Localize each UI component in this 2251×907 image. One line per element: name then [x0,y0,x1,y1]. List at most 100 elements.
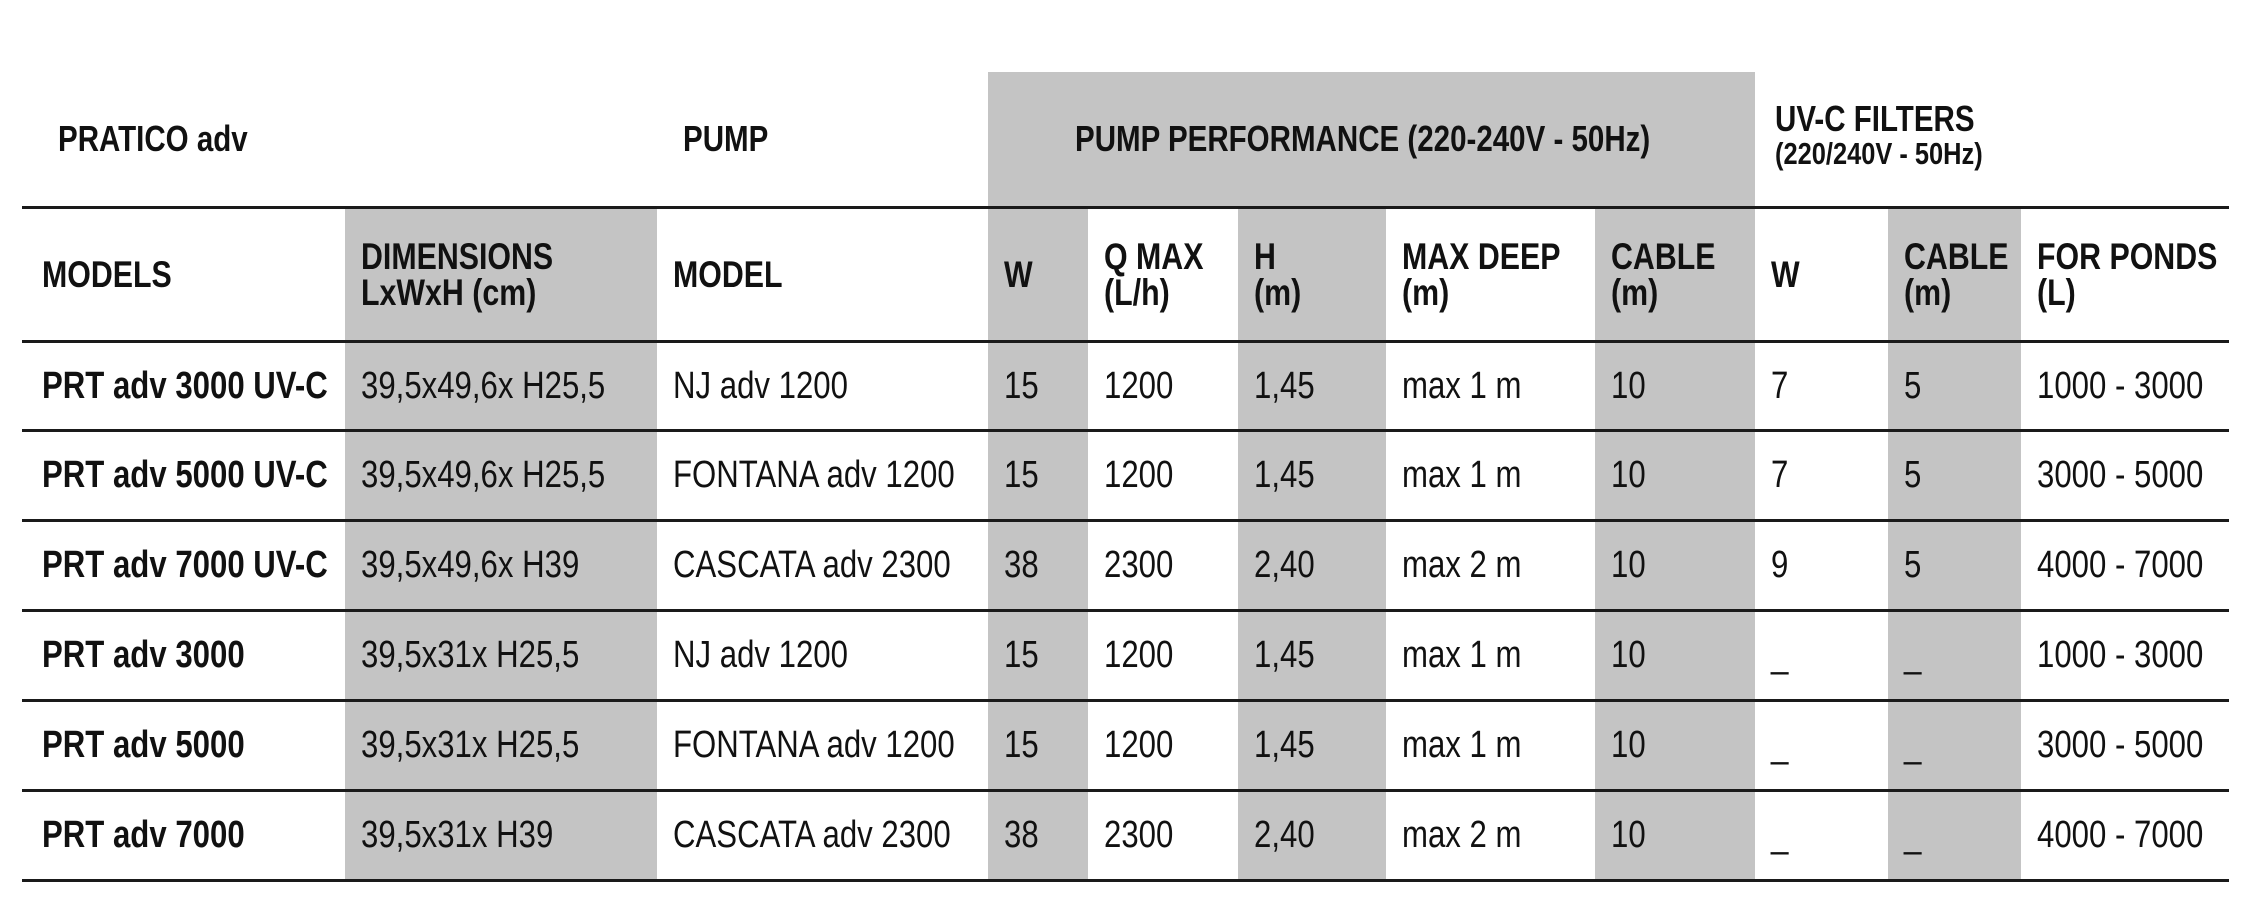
band-h [1238,206,1386,879]
column-header-line1: DIMENSIONS [361,235,554,277]
column-header-line2: (L) [2037,271,2076,313]
rule-row-2 [22,519,2229,522]
column-header-label: DIMENSIONS LxWxH (cm) [361,235,554,313]
table-cell-pump-w: 15 [988,432,1088,518]
band-uvc-cable [1888,206,2021,879]
column-header-label: MODEL [673,253,783,295]
column-header-label: MODELS [42,253,172,295]
rule-row-1 [22,429,2229,432]
table-cell-for-ponds: 3000 - 5000 [2021,432,2229,518]
cell-value: 1000 - 3000 [2037,634,2204,676]
cell-value: _ [1904,724,1922,766]
cell-value: NJ adv 1200 [673,634,848,676]
table-cell-dimensions: 39,5x49,6x H25,5 [345,432,657,518]
column-header-label: FOR PONDS (L) [2037,235,2218,313]
cell-value: 15 [1004,724,1039,766]
cell-value: 7 [1771,454,1789,496]
table-cell-dimensions: 39,5x31x H25,5 [345,702,657,788]
cell-value: NJ adv 1200 [673,365,848,407]
table-cell-cable: 10 [1595,792,1755,878]
column-header-line1: MAX DEEP [1402,235,1561,277]
column-header-pump-w: W [988,209,1088,340]
cell-value: 39,5x31x H39 [361,814,554,856]
cell-value: 10 [1611,814,1646,856]
cell-value: 15 [1004,365,1039,407]
table-cell-dimensions: 39,5x31x H39 [345,792,657,878]
table-cell-pump-w: 38 [988,522,1088,608]
table-cell-max-deep: max 1 m [1386,432,1595,518]
table-cell-pump-w: 38 [988,792,1088,878]
table-cell-cable: 10 [1595,522,1755,608]
table-cell-dimensions: 39,5x49,6x H39 [345,522,657,608]
cell-value: 5 [1904,454,1922,496]
group-pump-title: PUMP [683,118,769,159]
table-cell-max-deep: max 1 m [1386,612,1595,698]
cell-value: PRT adv 3000 [42,634,245,676]
cell-value: max 1 m [1402,454,1522,496]
band-cable [1595,206,1755,879]
rule-row-4 [22,699,2229,702]
cell-value: 39,5x49,6x H25,5 [361,454,606,496]
table-cell-uvc-cable: _ [1888,702,2021,788]
cell-value: _ [1771,634,1789,676]
table-cell-models: PRT adv 3000 UV-C [26,343,345,429]
cell-value: 10 [1611,724,1646,766]
column-header-label: H (m) [1254,238,1301,311]
column-header-label: W [1771,256,1800,293]
table-cell-model: CASCATA adv 2300 [657,792,988,878]
table-cell-uvc-cable: 5 [1888,343,2021,429]
table-cell-models: PRT adv 3000 [26,612,345,698]
column-header-line2: LxWxH (cm) [361,271,537,313]
table-cell-uvc-w: 9 [1755,522,1888,608]
column-header-label: MAX DEEP (m) [1402,235,1561,311]
table-cell-for-ponds: 1000 - 3000 [2021,343,2229,429]
column-header-line1: FOR PONDS [2037,235,2218,277]
table-cell-model: CASCATA adv 2300 [657,522,988,608]
column-header-model: MODEL [657,209,988,340]
uvc-title-text: UV-C FILTERS [1775,98,1975,139]
cell-value: 10 [1611,544,1646,586]
cell-value: max 1 m [1402,724,1522,766]
table-cell-uvc-w: 7 [1755,343,1888,429]
cell-value: 2,40 [1254,544,1315,586]
column-header-line1: CABLE [1611,235,1716,277]
cell-value: 4000 - 7000 [2037,814,2204,856]
column-header-line1: MODEL [673,253,783,295]
table-cell-cable: 10 [1595,432,1755,518]
column-header-models: MODELS [26,209,345,340]
rule-bottom [22,879,2229,882]
table-cell-models: PRT adv 7000 UV-C [26,522,345,608]
table-cell-q-max: 2300 [1088,792,1238,878]
table-cell-q-max: 1200 [1088,343,1238,429]
cell-value: 1200 [1104,634,1174,676]
table-cell-uvc-cable: 5 [1888,522,2021,608]
table-cell-model: NJ adv 1200 [657,343,988,429]
table-cell-uvc-w: 7 [1755,432,1888,518]
rule-top [22,206,2229,209]
cell-value: FONTANA adv 1200 [673,724,955,766]
cell-value: 5 [1904,365,1922,407]
table-cell-max-deep: max 1 m [1386,702,1595,788]
cell-value: max 2 m [1402,814,1522,856]
table-cell-dimensions: 39,5x31x H25,5 [345,612,657,698]
cell-value: 1200 [1104,724,1174,766]
cell-value: 10 [1611,365,1646,407]
cell-value: 7 [1771,365,1789,407]
cell-value: PRT adv 7000 [42,814,245,856]
table-cell-pump-w: 15 [988,612,1088,698]
cell-value: 10 [1611,634,1646,676]
cell-value: 1,45 [1254,634,1315,676]
table-cell-models: PRT adv 7000 [26,792,345,878]
cell-value: _ [1771,814,1789,856]
column-header-h: H (m) [1238,209,1386,340]
column-header-uvc-w: W [1755,209,1888,340]
table-cell-for-ponds: 4000 - 7000 [2021,522,2229,608]
column-header-cable: CABLE (m) [1595,209,1755,340]
table-cell-dimensions: 39,5x49,6x H25,5 [345,343,657,429]
column-header-line1: MODELS [42,253,172,295]
column-header-max-deep: MAX DEEP (m) [1386,209,1595,340]
cell-value: 38 [1004,544,1039,586]
table-cell-q-max: 1200 [1088,702,1238,788]
rule-header-bottom [22,340,2229,343]
table-cell-uvc-cable: 5 [1888,432,2021,518]
